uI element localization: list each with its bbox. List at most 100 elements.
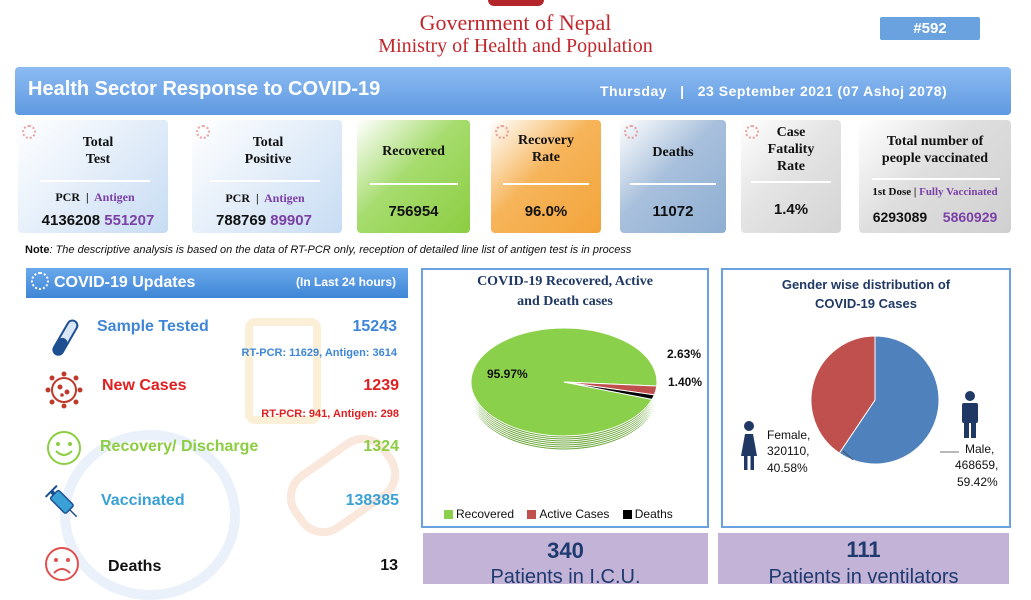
- vaccinated-value: 138385: [345, 492, 399, 509]
- female-count: 320110,: [767, 444, 810, 458]
- pie-label-deaths: 1.40%: [668, 375, 702, 389]
- recovered-value: 756954: [388, 203, 439, 220]
- pcr-antigen-header: PCR | Antigen: [55, 190, 135, 204]
- icu-value: 340: [547, 538, 584, 563]
- male-icon: [962, 391, 978, 438]
- page-title: Health Sector Response to COVID-19: [28, 78, 381, 100]
- sample-tested-note: RT-PCR: 11629, Antigen: 3614: [241, 347, 397, 359]
- updates-subtitle: (In Last 24 hours): [296, 275, 397, 289]
- total-positive-pcr: 788769: [216, 212, 267, 229]
- female-icon: [741, 421, 757, 470]
- card-deaths: [620, 120, 726, 233]
- first-dose-value: 6293089: [872, 209, 928, 225]
- divider: [872, 178, 1000, 180]
- recovery-value: 1324: [363, 438, 399, 455]
- divider: [40, 180, 150, 182]
- pie-chart-2: Female, 320110, 40.58% Male, 468659, 59.…: [741, 335, 998, 489]
- vaccinated-values: 6293089 5860929: [859, 209, 1011, 225]
- recovery-rate-label: Recovery Rate: [518, 133, 574, 165]
- total-test-pcr: 4136208: [41, 212, 101, 229]
- dose-header: 1st Dose | Fully Vaccinated: [872, 186, 998, 198]
- total-positive-values: 788769 89907: [196, 212, 332, 229]
- chart1-legend: Recovered Active Cases Deaths: [444, 507, 673, 521]
- male-count: 468659,: [955, 458, 998, 472]
- divider: [370, 183, 458, 185]
- sample-tested-label: Sample Tested: [97, 318, 209, 335]
- virus-icon: [45, 371, 83, 409]
- divider: [503, 183, 589, 185]
- svg-text:Female, 320110, 40.58%: Female, 320110, 40.58%: [767, 428, 814, 475]
- syringe-icon: [44, 484, 78, 518]
- recovery-label: Recovery/ Discharge: [100, 438, 259, 455]
- title-banner: [15, 67, 1011, 115]
- divider: [630, 183, 716, 185]
- pie-slice-deaths: [563, 381, 656, 400]
- male-label: Male,: [965, 442, 994, 456]
- background-decoration: [245, 318, 321, 424]
- legend-swatch-deaths: [622, 510, 632, 520]
- nepal-emblem-icon: [488, 0, 544, 6]
- ministry-title: Ministry of Health and Population: [378, 35, 653, 57]
- pie-label-active: 2.63%: [667, 347, 701, 361]
- deaths-label: Deaths: [108, 558, 162, 575]
- legend-swatch-active: [527, 510, 537, 520]
- divider: [751, 181, 831, 183]
- deaths-value: 11072: [652, 203, 694, 220]
- vaccinated-label: Vaccinated: [101, 492, 185, 509]
- new-cases-note: RT-PCR: 941, Antigen: 298: [261, 408, 399, 420]
- recovery-rate-value: 96.0%: [524, 203, 568, 220]
- analysis-note: Note: The descriptive analysis is based …: [25, 244, 632, 256]
- smile-icon: [47, 431, 81, 465]
- female-label: Female,: [767, 428, 810, 442]
- sample-tested-value: 15243: [352, 318, 398, 335]
- card-recovered: [357, 120, 470, 233]
- total-positive-label: Total Positive: [244, 135, 292, 167]
- fully-vaccinated-value: 5860929: [942, 209, 998, 225]
- pcr-antigen-header: PCR | Antigen: [225, 191, 305, 205]
- female-percent: 40.58%: [767, 461, 808, 475]
- card-vaccinated: [859, 120, 1011, 233]
- card-total-positive: [192, 120, 342, 233]
- report-number-badge: #592: [880, 17, 980, 40]
- test-tube-icon: [52, 319, 79, 356]
- card-total-test: [18, 120, 168, 233]
- total-test-antigen: 551207: [104, 212, 155, 229]
- card-recovery-rate: [491, 120, 601, 233]
- total-test-label: Total Test: [82, 135, 114, 167]
- chart1-title: COVID-19 Recovered, Active and Death cas…: [477, 274, 653, 309]
- report-date: Thursday | 23 September 2021 (07 Ashoj 2…: [600, 83, 948, 99]
- card-case-fatality-rate: [741, 120, 841, 233]
- new-cases-label: New Cases: [102, 377, 187, 394]
- virus-icon: [495, 125, 509, 139]
- gov-title: Government of Nepal: [419, 10, 612, 35]
- total-test-values: 4136208 551207: [30, 212, 166, 229]
- icu-label: Patients in I.C.U.: [490, 566, 641, 588]
- legend-swatch-recovered: [444, 510, 453, 520]
- virus-icon: [745, 125, 759, 139]
- updates-header: [26, 268, 408, 298]
- deaths-label: Deaths: [652, 145, 694, 160]
- virus-icon: [22, 125, 36, 139]
- virus-icon: [31, 272, 49, 290]
- sad-face-icon: [45, 547, 79, 581]
- chart2-title: Gender wise distribution of COVID-19 Cas…: [781, 277, 951, 311]
- ventilator-box: [718, 533, 1009, 584]
- pie-slice-male: [838, 335, 940, 465]
- pie-label-recovered: 95.97%: [487, 367, 528, 381]
- total-positive-antigen: 89907: [270, 212, 312, 229]
- recovered-label: Recovered: [382, 144, 445, 159]
- cfr-label: Case Fatality Rate: [767, 125, 815, 174]
- deaths-value: 13: [380, 557, 398, 574]
- pie-chart-1: 95.97% 2.63% 1.40%: [470, 327, 702, 451]
- virus-icon: [624, 125, 638, 139]
- male-percent: 59.42%: [957, 475, 998, 489]
- cfr-value: 1.4%: [773, 201, 809, 218]
- updates-title: COVID-19 Updates: [54, 274, 196, 291]
- ventilator-value: 111: [846, 537, 881, 562]
- ventilator-label: Patients in ventilators: [768, 566, 959, 588]
- pie-slice-female: [810, 335, 876, 454]
- vaccinated-label: Total number of people vaccinated: [881, 134, 989, 166]
- divider: [210, 180, 320, 182]
- icu-box: [423, 533, 708, 584]
- new-cases-value: 1239: [363, 377, 399, 394]
